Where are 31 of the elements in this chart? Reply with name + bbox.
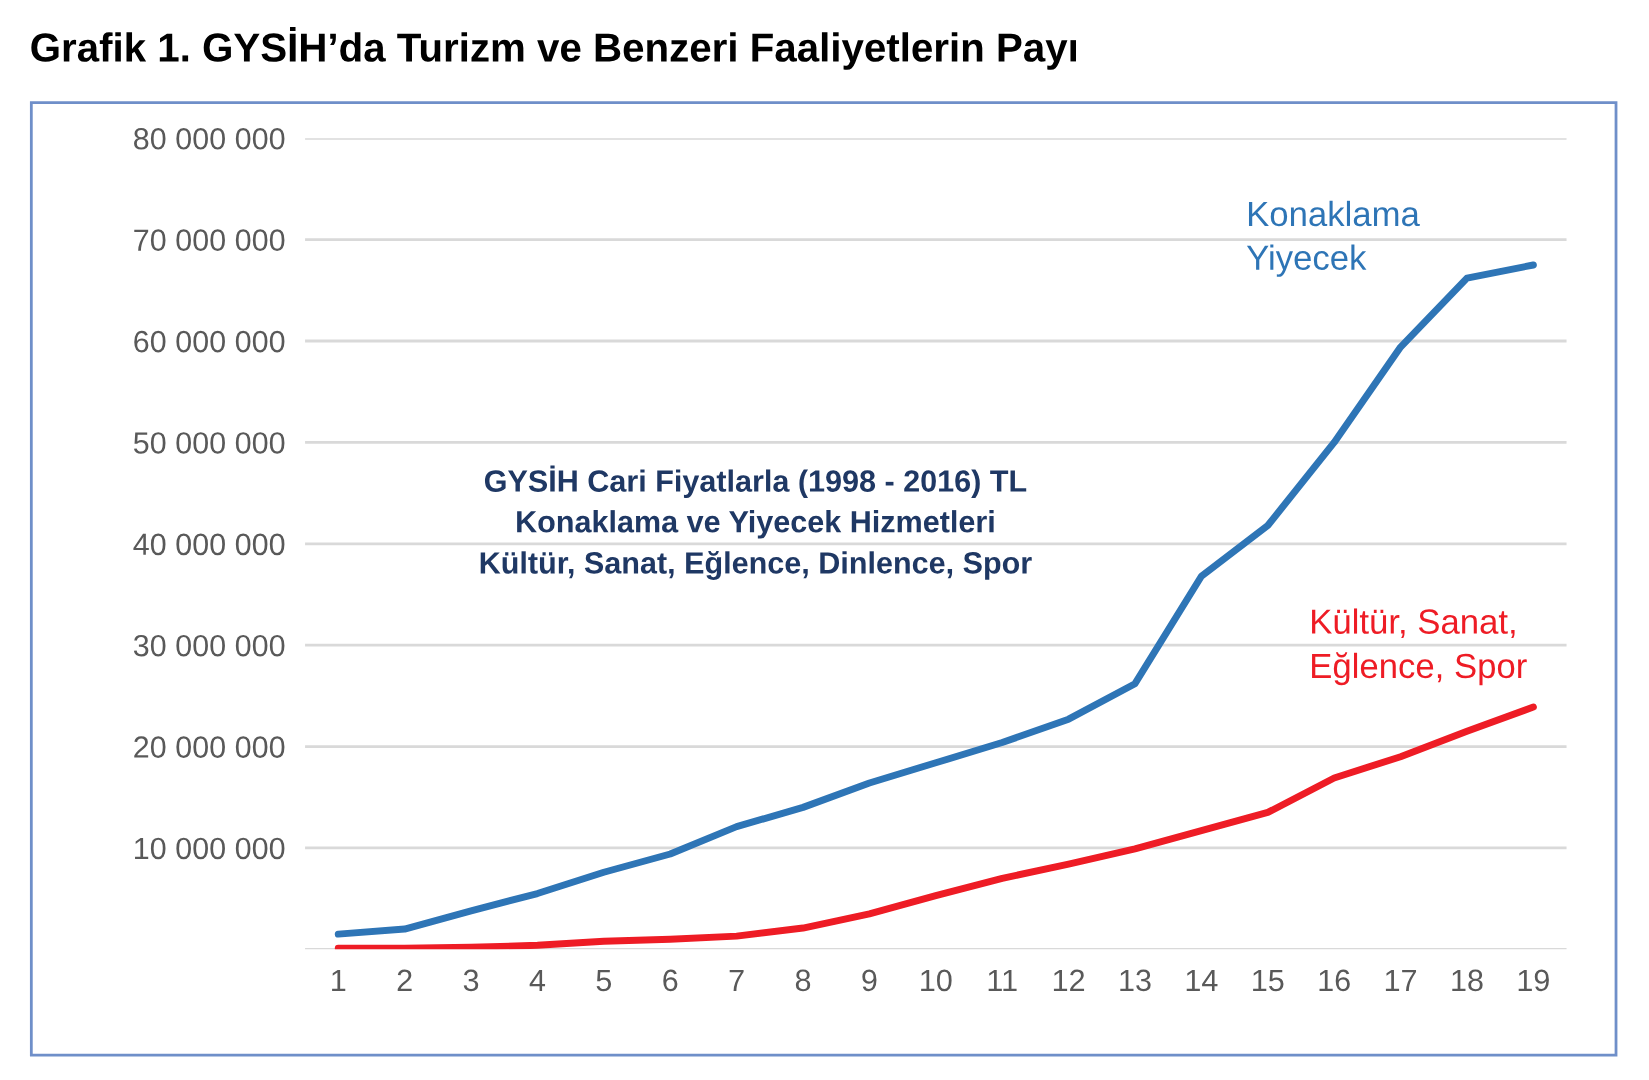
x-tick-label: 10 xyxy=(921,969,952,992)
x-tick-label: 5 xyxy=(596,969,612,992)
y-tick-label: 30 000 000 xyxy=(133,634,285,657)
x-tick-label: 18 xyxy=(1452,969,1483,992)
x-tick-label: 3 xyxy=(463,969,479,992)
x-tick-label: 9 xyxy=(862,969,877,992)
x-tick-label: 19 xyxy=(1518,969,1549,992)
y-tick-label: 60 000 000 xyxy=(134,330,285,353)
x-tick-label: 6 xyxy=(663,969,678,992)
x-tick-label: 13 xyxy=(1120,969,1151,992)
x-tick-label: 12 xyxy=(1053,969,1085,991)
x-tick-label: 16 xyxy=(1319,969,1350,992)
chart-title: Grafik 1. GYSİH’da Turizm ve Benzeri Faaliyetlerin Payı xyxy=(31,27,1076,70)
y-tick-label: 70 000 000 xyxy=(134,229,285,251)
annotation: GYSİH Cari Fiyatlarla (1998 - 2016) TL Konaklama ve Yiyecek Hizmetleri Kültür, Sanat, Eğlence, Dinlence, Spor xyxy=(480,465,1032,580)
x-tick-label: 11 xyxy=(988,969,1017,991)
y-tick-label: 10 000 000 xyxy=(135,837,285,860)
y-tick-label: 50 000 000 xyxy=(133,432,285,454)
x-tick-label: 14 xyxy=(1186,969,1218,991)
x-tick-label: 4 xyxy=(529,969,546,991)
y-tick-label: 40 000 000 xyxy=(133,533,285,556)
y-tick-label: 80 000 000 xyxy=(134,127,285,150)
series-label: Konaklama Yiyecek xyxy=(1246,200,1420,277)
y-tick-label: 20 000 000 xyxy=(134,736,285,758)
x-tick-label: 2 xyxy=(397,969,412,991)
x-tick-label: 8 xyxy=(795,969,811,992)
x-tick-label: 1 xyxy=(332,969,346,991)
series-label: Kültür, Sanat, Eğlence, Spor xyxy=(1312,608,1527,686)
x-tick-label: 15 xyxy=(1253,969,1284,992)
x-tick-label: 17 xyxy=(1385,969,1417,991)
x-tick-label: 7 xyxy=(729,969,744,991)
